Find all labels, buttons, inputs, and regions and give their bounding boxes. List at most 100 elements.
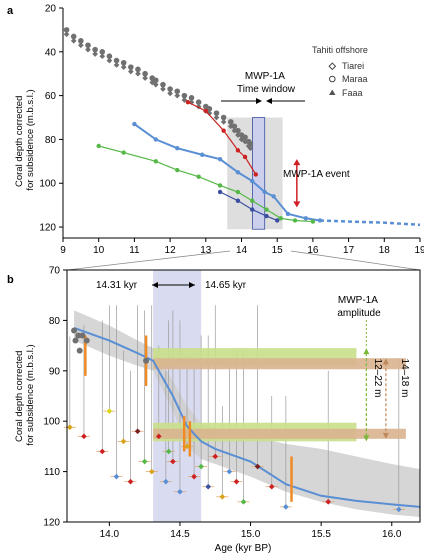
gray-diamond bbox=[106, 57, 113, 64]
colored-point bbox=[198, 463, 204, 470]
dashed-extension bbox=[319, 219, 421, 227]
zoom-connector-left bbox=[66, 250, 231, 271]
colored-point bbox=[395, 506, 402, 513]
mwp-event-arrow bbox=[293, 159, 301, 208]
gray-point bbox=[92, 46, 98, 53]
series-point bbox=[262, 189, 267, 195]
colored-point bbox=[177, 488, 183, 495]
y-tick-label: 90 bbox=[49, 366, 61, 377]
gray-point bbox=[75, 332, 82, 339]
y-ticks: 20 40 60 80 100 120 bbox=[39, 4, 63, 234]
tan-bracket-head-bottom bbox=[382, 432, 389, 439]
series-point bbox=[196, 174, 201, 179]
series-point bbox=[235, 189, 241, 195]
series-point bbox=[221, 128, 226, 133]
legend-circle-marker bbox=[329, 75, 336, 83]
x-ticks: 9 10 11 12 13 14 15 16 17 18 19 bbox=[60, 238, 424, 256]
series-point bbox=[275, 218, 280, 223]
gray-point bbox=[113, 57, 120, 64]
gray-point bbox=[76, 347, 83, 354]
series-point bbox=[250, 198, 255, 203]
gray-diamond bbox=[92, 51, 98, 57]
series-point bbox=[121, 150, 126, 155]
series-point bbox=[185, 99, 191, 105]
series-point bbox=[303, 216, 308, 221]
series-lines bbox=[96, 99, 421, 227]
range-green-label: 12–22 m bbox=[372, 359, 383, 398]
colored-point bbox=[226, 468, 233, 475]
gray-point bbox=[79, 332, 86, 339]
gray-point bbox=[128, 64, 134, 70]
legend: Tiarei Maraa Faaa bbox=[328, 61, 368, 98]
colored-point bbox=[120, 438, 127, 445]
series-point bbox=[285, 211, 291, 217]
series-point bbox=[250, 207, 255, 212]
series-point bbox=[292, 218, 298, 223]
y-axis-label-a: Coral depth corrected for subsidence (m.… bbox=[14, 89, 36, 190]
series-point bbox=[235, 170, 241, 175]
series-point bbox=[217, 156, 223, 162]
gray-diamond bbox=[174, 92, 181, 99]
gray-diamond bbox=[135, 70, 141, 77]
start-age-label: 14.31 kyr bbox=[96, 280, 138, 291]
end-age-label: 14.65 kyr bbox=[205, 280, 247, 291]
y-ticks: 70 80 90 100 110 120 bbox=[43, 266, 67, 529]
x-tick-label: 15.0 bbox=[241, 529, 261, 540]
colored-point bbox=[148, 468, 155, 475]
gray-point bbox=[167, 86, 173, 92]
colored-point bbox=[155, 433, 162, 440]
series-point bbox=[153, 137, 159, 142]
colored-point bbox=[219, 493, 226, 500]
gray-point bbox=[227, 119, 234, 125]
green-bracket-head-bottom bbox=[363, 435, 370, 442]
series-point bbox=[310, 219, 316, 224]
colored-point bbox=[325, 499, 332, 505]
series-point bbox=[96, 143, 101, 149]
gray-point bbox=[63, 27, 70, 33]
legend-tiarei: Tiarei bbox=[342, 61, 364, 71]
series-point bbox=[250, 178, 255, 184]
series-point bbox=[242, 154, 248, 160]
gray-point bbox=[231, 123, 238, 130]
x-tick-label: 14 bbox=[236, 245, 248, 256]
colored-point bbox=[66, 424, 73, 431]
range-tan-label: 14–18 m bbox=[399, 359, 410, 398]
gray-point bbox=[188, 95, 195, 101]
gray-point bbox=[106, 53, 113, 59]
gray-point bbox=[135, 66, 141, 73]
colored-point bbox=[99, 448, 106, 455]
y-tick-label: 120 bbox=[43, 518, 60, 529]
gray-point bbox=[72, 337, 79, 344]
y-axis-label-b: Coral depth corrected for subsidence (m.… bbox=[14, 344, 36, 445]
event-label: MWP-1A event bbox=[283, 169, 350, 180]
series-point bbox=[175, 145, 180, 151]
series-point bbox=[235, 198, 241, 203]
y-tick-label: 60 bbox=[45, 91, 57, 102]
series-point bbox=[278, 216, 283, 221]
gray-point bbox=[71, 327, 78, 334]
gray-point bbox=[78, 38, 84, 44]
colored-point bbox=[205, 483, 212, 490]
x-tick-label: 19 bbox=[414, 245, 424, 256]
colored-point bbox=[233, 478, 240, 485]
series-point bbox=[217, 189, 223, 195]
amplitude-brackets bbox=[363, 320, 389, 442]
gray-point bbox=[83, 337, 90, 344]
gray-diamond bbox=[160, 86, 166, 92]
x-tick-label: 12 bbox=[165, 245, 177, 256]
gray-diamond bbox=[142, 75, 148, 81]
event-arrow-head-down bbox=[293, 201, 301, 208]
gray-point bbox=[142, 70, 148, 77]
x-tick-label: 14.5 bbox=[170, 529, 190, 540]
plot-frame bbox=[66, 269, 421, 523]
series-point bbox=[271, 194, 276, 199]
gray-point bbox=[85, 42, 91, 49]
colored-point bbox=[134, 428, 141, 435]
gray-diamond bbox=[99, 53, 106, 60]
y-tick-label: 100 bbox=[39, 179, 56, 190]
legend-triangle-marker bbox=[329, 89, 336, 95]
x-tick-label: 17 bbox=[343, 245, 355, 256]
time-window-label: MWP-1A Time window bbox=[237, 71, 296, 95]
series-point bbox=[175, 167, 180, 173]
colored-point bbox=[170, 458, 176, 465]
